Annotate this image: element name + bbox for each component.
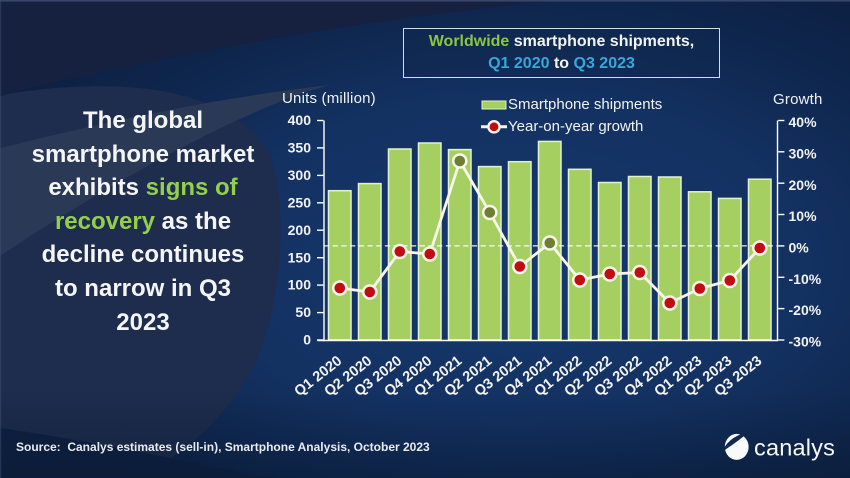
svg-text:150: 150 bbox=[288, 249, 312, 265]
svg-text:0: 0 bbox=[303, 332, 311, 348]
svg-text:100: 100 bbox=[288, 277, 312, 293]
svg-text:250: 250 bbox=[288, 194, 312, 210]
svg-text:0%: 0% bbox=[789, 240, 810, 256]
svg-text:400: 400 bbox=[288, 112, 312, 128]
svg-text:300: 300 bbox=[288, 167, 312, 183]
svg-text:20%: 20% bbox=[789, 177, 818, 193]
svg-text:200: 200 bbox=[288, 222, 312, 238]
svg-text:350: 350 bbox=[288, 140, 312, 156]
svg-text:30%: 30% bbox=[789, 145, 818, 161]
svg-text:-10%: -10% bbox=[789, 271, 822, 287]
svg-text:50: 50 bbox=[295, 304, 311, 320]
svg-text:40%: 40% bbox=[789, 114, 818, 130]
svg-text:10%: 10% bbox=[789, 208, 818, 224]
svg-text:-30%: -30% bbox=[789, 334, 822, 350]
svg-text:canalys: canalys bbox=[754, 435, 835, 461]
svg-text:-20%: -20% bbox=[789, 302, 822, 318]
